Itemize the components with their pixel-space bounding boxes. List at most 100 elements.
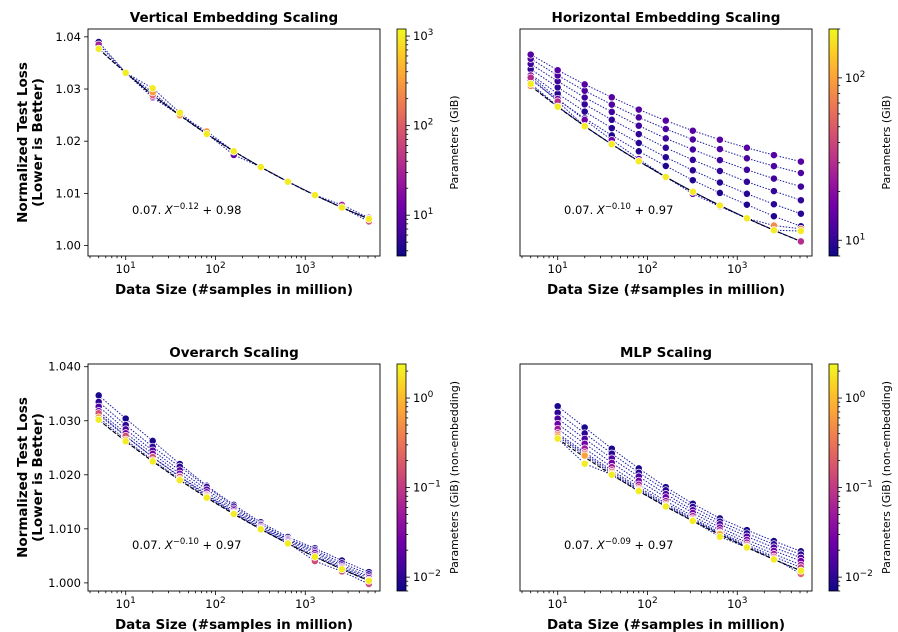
y-tick-label: 1.010 xyxy=(48,522,81,536)
data-point xyxy=(229,510,238,518)
series-line xyxy=(98,44,370,219)
data-point xyxy=(607,115,616,124)
colorbar-tick-label: 10−1 xyxy=(413,480,441,495)
data-point xyxy=(742,177,751,186)
x-tick-label: 102 xyxy=(637,596,657,611)
axes-frame xyxy=(519,363,813,592)
data-point xyxy=(769,200,778,209)
data-point xyxy=(148,457,157,466)
data-point xyxy=(634,139,643,147)
data-point xyxy=(634,130,643,139)
colorbar-label: Parameters (GiB) xyxy=(448,95,461,189)
data-point xyxy=(283,539,292,548)
x-tick-label: 103 xyxy=(295,596,315,611)
data-point xyxy=(580,122,589,131)
data-point xyxy=(553,434,562,443)
data-point xyxy=(742,543,751,552)
data-point xyxy=(607,124,616,133)
data-point xyxy=(634,113,643,122)
data-point xyxy=(796,196,805,205)
series-line xyxy=(530,58,802,174)
data-point xyxy=(202,130,211,138)
data-point xyxy=(634,105,643,114)
colorbar-tick-label: 102 xyxy=(845,70,865,85)
data-point xyxy=(769,174,778,183)
x-tick-label: 101 xyxy=(548,596,568,611)
data-point xyxy=(634,147,643,156)
x-tick-label: 102 xyxy=(637,261,657,276)
data-point xyxy=(283,177,292,186)
data-point xyxy=(175,476,184,485)
fit-equation-label: 0.07. X−0.12 + 0.98 xyxy=(132,202,241,217)
colorbar-tick-label: 101 xyxy=(845,232,865,247)
x-axis-label: Data Size (#samples in million) xyxy=(547,617,785,632)
axes-frame xyxy=(87,363,381,592)
data-point xyxy=(715,167,724,175)
data-point xyxy=(769,151,778,160)
x-tick-label: 101 xyxy=(116,596,136,611)
chart-title: Vertical Embedding Scaling xyxy=(130,10,338,26)
data-point xyxy=(688,155,697,164)
series-line xyxy=(557,405,802,552)
axes-frame xyxy=(87,28,381,257)
plot-area xyxy=(553,402,805,578)
data-point xyxy=(688,135,697,144)
y-tick-label: 1.030 xyxy=(48,414,81,428)
data-point xyxy=(661,502,670,511)
chart-panel-1: Vertical Embedding Scaling 101 102 103 1.00 1… xyxy=(15,10,461,298)
colorbar-tick-label: 10−2 xyxy=(413,569,441,584)
y-tick-label: 1.00 xyxy=(55,239,81,253)
colorbar-gradient xyxy=(396,28,407,257)
data-point xyxy=(661,143,670,152)
data-point xyxy=(634,487,643,496)
colorbar: 10−2 10−1 100 Parameters (GiB) (non-embeddi… xyxy=(396,363,461,592)
data-point xyxy=(580,451,589,460)
data-point xyxy=(769,187,778,196)
data-point xyxy=(796,227,805,235)
chart-panel-2: Horizontal Embedding Scaling 101 102 103 Dat… xyxy=(519,10,893,298)
chart-panel-4: MLP Scaling 101 102 103 Data Size (#samples … xyxy=(519,345,893,632)
data-point xyxy=(688,517,697,525)
data-point xyxy=(742,154,751,163)
data-point xyxy=(634,121,643,130)
data-point xyxy=(310,552,319,561)
chart-title: Horizontal Embedding Scaling xyxy=(552,10,781,26)
fit-equation-label: 0.07. X−0.09 + 0.97 xyxy=(564,537,673,552)
y-tick-label: 1.03 xyxy=(55,82,81,96)
data-point xyxy=(94,391,103,400)
data-point xyxy=(769,555,778,564)
data-point xyxy=(310,191,319,200)
data-point xyxy=(121,414,130,423)
data-point xyxy=(688,126,697,135)
data-point xyxy=(229,147,238,156)
colorbar-tick-label: 103 xyxy=(413,28,433,43)
series-line xyxy=(98,48,370,222)
data-point xyxy=(661,162,670,170)
chart-title: Overarch Scaling xyxy=(169,345,299,361)
data-point xyxy=(94,44,103,53)
series-line xyxy=(98,41,370,220)
data-point xyxy=(742,143,751,152)
x-tick-label: 101 xyxy=(548,261,568,276)
colorbar-tick-label: 10−1 xyxy=(845,480,873,495)
x-tick-label: 103 xyxy=(295,261,315,276)
y-tick-label: 1.000 xyxy=(48,576,81,590)
data-point xyxy=(742,189,751,198)
series-line xyxy=(557,428,802,566)
y-tick-label: 1.02 xyxy=(55,134,81,148)
series-line xyxy=(98,401,370,575)
chart-title: MLP Scaling xyxy=(620,345,712,361)
data-point xyxy=(715,532,724,541)
data-point xyxy=(526,50,535,59)
colorbar-tick-label: 100 xyxy=(845,390,866,405)
data-point xyxy=(256,163,265,172)
fit-equation-label: 0.07. X−0.10 + 0.97 xyxy=(564,202,673,217)
plot-area xyxy=(94,391,373,588)
data-point xyxy=(148,84,157,93)
data-point xyxy=(661,125,670,133)
data-point xyxy=(715,178,724,187)
data-point xyxy=(796,209,805,218)
data-point xyxy=(688,176,697,185)
colorbar: 101 102 103 Parameters (GiB) xyxy=(396,28,461,257)
